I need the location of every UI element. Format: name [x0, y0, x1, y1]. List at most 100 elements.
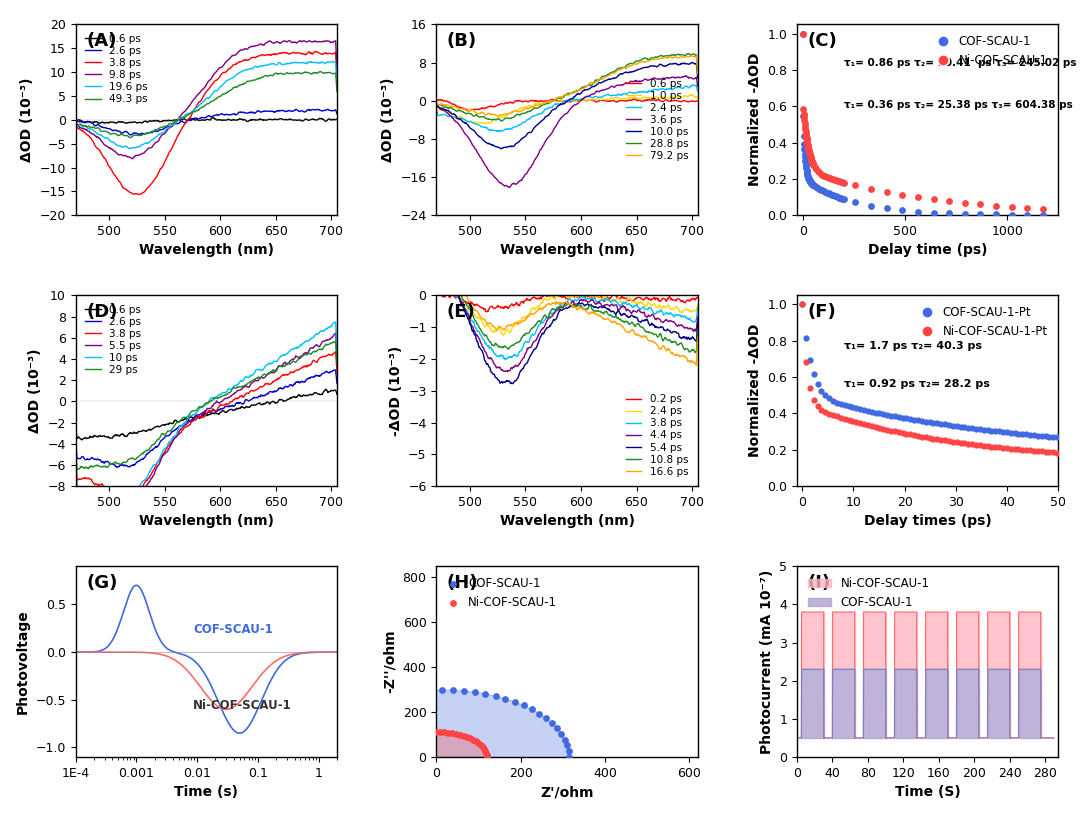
COF-SCAU-1-Pt	[875, 408, 892, 421]
COF-SCAU-1-Pt	[995, 426, 1012, 439]
Ni-COF-SCAU-1-Pt	[1014, 444, 1031, 457]
9.8 ps	[173, 112, 186, 121]
COF-SCAU-1-Pt	[936, 418, 954, 431]
COF-SCAU-1	[798, 162, 815, 175]
COF-SCAU-1-Pt	[990, 425, 1008, 438]
Ni-COF-SCAU-1	[827, 174, 845, 187]
Line: 2.4 ps: 2.4 ps	[436, 278, 698, 335]
Text: (E): (E)	[447, 303, 475, 321]
Ni-COF-SCAU-1-Pt	[832, 411, 849, 424]
2.4 ps	[462, 304, 475, 314]
Ni-COF-SCAU-1	[826, 173, 843, 186]
0.2 ps	[691, 292, 704, 302]
5.4 ps	[621, 312, 634, 322]
COF-SCAU-1	[805, 178, 822, 191]
COF-SCAU-1	[800, 173, 818, 186]
Ni-COF-SCAU-1	[428, 726, 445, 739]
Ni-COF-SCAU-1-Pt	[894, 427, 912, 440]
COF-SCAU-1	[816, 186, 834, 199]
0.6 ps	[330, 389, 343, 399]
Ni-COF-SCAU-1	[798, 132, 815, 145]
Legend: 0.6 ps, 2.6 ps, 3.8 ps, 5.5 ps, 10 ps, 29 ps: 0.6 ps, 2.6 ps, 3.8 ps, 5.5 ps, 10 ps, 2…	[81, 300, 145, 379]
COF-SCAU-1-Pt	[956, 421, 973, 434]
79.2 ps	[691, 69, 704, 79]
COF-SCAU-1-Pt	[968, 422, 985, 435]
16.6 ps	[691, 332, 704, 342]
COF-SCAU-1-Pt	[832, 397, 849, 410]
2.6 ps	[154, 125, 167, 134]
5.5 ps	[173, 425, 186, 435]
X-axis label: Delay time (ps): Delay time (ps)	[868, 243, 987, 257]
Ni-COF-SCAU-1-Pt	[809, 400, 826, 413]
Ni-COF-SCAU-1	[1018, 201, 1036, 214]
3.8 ps	[120, 494, 133, 504]
10.0 ps	[461, 120, 474, 129]
COF-SCAU-1-Pt	[905, 414, 922, 427]
1.0 ps	[515, 103, 528, 113]
2.6 ps	[154, 435, 167, 445]
3.8 ps	[330, 74, 343, 84]
Ni-COF-SCAU-1-Pt	[890, 426, 907, 439]
3.8 ps	[535, 318, 548, 328]
19.6 ps	[258, 60, 271, 70]
Ni-COF-SCAU-1-Pt	[995, 441, 1012, 454]
0.6 ps	[102, 117, 114, 127]
10 ps	[328, 317, 341, 327]
10.0 ps	[621, 68, 634, 77]
COF-SCAU-1-Pt	[929, 417, 946, 430]
0.2 ps	[608, 287, 621, 297]
3.8 ps	[234, 392, 247, 401]
2.4 ps	[621, 293, 634, 303]
2.6 ps	[69, 116, 82, 126]
Ni-COF-SCAU-1-Pt	[929, 433, 946, 446]
4.4 ps	[499, 366, 512, 376]
Line: 9.8 ps: 9.8 ps	[76, 41, 337, 159]
0.6 ps	[102, 432, 114, 442]
Ni-COF-SCAU-1	[801, 147, 819, 160]
Text: τ₁= 0.36 ps τ₂= 25.38 ps τ₃= 604.38 ps: τ₁= 0.36 ps τ₂= 25.38 ps τ₃= 604.38 ps	[845, 100, 1072, 111]
Line: 79.2 ps: 79.2 ps	[436, 56, 698, 116]
29 ps	[328, 337, 341, 347]
10.8 ps	[462, 302, 475, 312]
COF-SCAU-1	[835, 193, 852, 206]
COF-SCAU-1-Pt	[843, 401, 861, 414]
Y-axis label: ΔOD (10⁻³): ΔOD (10⁻³)	[28, 348, 42, 433]
COF-SCAU-1	[553, 728, 570, 741]
X-axis label: Wavelength (nm): Wavelength (nm)	[499, 243, 635, 257]
COF-SCAU-1-Pt	[805, 368, 822, 381]
COF-SCAU-1	[801, 175, 819, 188]
Line: 19.6 ps: 19.6 ps	[76, 61, 337, 148]
COF-SCAU-1	[523, 702, 540, 716]
Ni-COF-SCAU-1	[823, 173, 840, 186]
Ni-COF-SCAU-1	[799, 139, 816, 152]
COF-SCAU-1	[800, 172, 818, 185]
Ni-COF-SCAU-1-Pt	[983, 440, 1000, 453]
3.8 ps	[173, 127, 186, 137]
3.6 ps	[678, 71, 691, 81]
28.8 ps	[683, 49, 696, 59]
Y-axis label: -ΔOD (10⁻³): -ΔOD (10⁻³)	[389, 346, 403, 435]
COF-SCAU-1-Pt	[917, 415, 934, 428]
COF-SCAU-1	[813, 184, 831, 197]
Ni-COF-SCAU-1-Pt	[1037, 445, 1054, 458]
1.0 ps	[691, 94, 704, 103]
Line: 29 ps: 29 ps	[76, 342, 337, 470]
Ni-COF-SCAU-1-Pt	[924, 432, 942, 445]
9.8 ps	[69, 118, 82, 128]
Ni-COF-SCAU-1	[924, 193, 942, 206]
3.8 ps	[462, 309, 475, 318]
2.6 ps	[330, 379, 343, 388]
COF-SCAU-1	[824, 189, 841, 202]
COF-SCAU-1-Pt	[821, 392, 838, 405]
COF-SCAU-1	[802, 177, 820, 190]
29 ps	[69, 436, 82, 446]
9.8 ps	[260, 38, 273, 48]
Ni-COF-SCAU-1	[387, 744, 404, 757]
29 ps	[102, 462, 114, 472]
2.6 ps	[258, 106, 271, 116]
Line: 10 ps: 10 ps	[76, 322, 337, 497]
3.8 ps	[69, 119, 82, 129]
0.2 ps	[534, 292, 546, 302]
Ni-COF-SCAU-1-Pt	[987, 440, 1004, 453]
49.3 ps	[260, 71, 273, 81]
